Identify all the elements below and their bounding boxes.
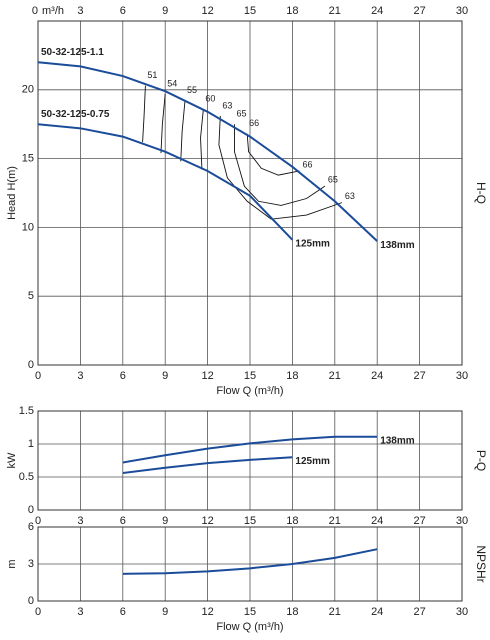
plot-frame: [37, 20, 463, 366]
efficiency-label: 65: [328, 174, 338, 184]
y-tick-label: 10: [22, 221, 34, 233]
series-label: 125mm: [295, 238, 330, 249]
efficiency-line: [218, 115, 343, 220]
x-tick-label: 12: [201, 370, 213, 382]
x-tick-label: 15: [244, 606, 256, 618]
x-tick-label: 0: [35, 606, 41, 618]
efficiency-label: 51: [147, 70, 157, 80]
x-tick-label: 30: [456, 515, 468, 527]
top-x-tick-label: 9: [162, 5, 168, 17]
side-label: P-Q: [474, 450, 488, 471]
efficiency-line: [200, 109, 204, 170]
x-tick-label: 12: [201, 606, 213, 618]
top-x-tick-label: 0: [32, 5, 38, 17]
y-axis-label: Head H(m): [6, 166, 18, 220]
y-tick-label: 0: [28, 359, 34, 371]
y-tick-label: 0: [28, 595, 34, 607]
x-tick-label: 6: [120, 606, 126, 618]
y-tick-label: 1.5: [19, 405, 34, 417]
efficiency-line: [234, 124, 326, 206]
series-line: [122, 456, 293, 475]
efficiency-label: 66: [302, 159, 312, 169]
efficiency-label: 65: [236, 109, 246, 119]
series-line: [37, 61, 378, 242]
plot-frame: [37, 410, 463, 511]
x-tick-label: 27: [413, 515, 425, 527]
efficiency-line: [246, 133, 300, 176]
efficiency-label: 63: [222, 100, 232, 110]
series-line: [37, 123, 294, 241]
y-axis-label: m: [6, 559, 18, 568]
x-tick-label: 12: [201, 515, 213, 527]
top-x-tick-label: 30: [456, 5, 468, 17]
x-tick-label: 18: [286, 515, 298, 527]
efficiency-label: 55: [187, 85, 197, 95]
y-tick-label: 0.5: [19, 471, 34, 483]
x-tick-label: 6: [120, 515, 126, 527]
top-x-tick-label: 27: [413, 5, 425, 17]
x-tick-label: 15: [244, 370, 256, 382]
x-tick-label: 30: [456, 606, 468, 618]
efficiency-label: 66: [249, 118, 259, 128]
top-x-tick-label: 21: [329, 5, 341, 17]
model-label: 50-32-125-0.75: [41, 109, 110, 120]
series-label: 138mm: [380, 240, 415, 251]
efficiency-line: [142, 85, 146, 143]
x-tick-label: 27: [413, 606, 425, 618]
efficiency-label: 60: [205, 93, 215, 103]
plot-frame: [37, 526, 463, 602]
series-label: 138mm: [380, 435, 415, 446]
x-tick-label: 3: [77, 370, 83, 382]
model-label: 50-32-125-1.1: [41, 47, 104, 58]
efficiency-label: 54: [167, 78, 177, 88]
y-tick-label: 0: [28, 504, 34, 516]
x-tick-label: 21: [329, 370, 341, 382]
x-tick-label: 30: [456, 370, 468, 382]
x-tick-label: 9: [162, 606, 168, 618]
x-tick-label: 21: [329, 515, 341, 527]
x-tick-label: 18: [286, 370, 298, 382]
side-label: NPSHr: [474, 545, 488, 582]
x-tick-label: 9: [162, 515, 168, 527]
x-tick-label: 24: [371, 370, 383, 382]
efficiency-line: [180, 100, 186, 162]
series-line: [122, 548, 378, 575]
x-tick-label: 0: [35, 370, 41, 382]
top-x-tick-label: 6: [120, 5, 126, 17]
x-tick-label: 27: [413, 370, 425, 382]
x-tick-label: 9: [162, 370, 168, 382]
x-tick-label: 0: [35, 515, 41, 527]
x-tick-label: 21: [329, 606, 341, 618]
y-axis-label: kW: [6, 452, 18, 469]
y-tick-label: 1: [28, 438, 34, 450]
x-tick-label: 18: [286, 606, 298, 618]
series-label: 125mm: [295, 456, 330, 467]
y-tick-label: 15: [22, 153, 34, 165]
series-line: [122, 435, 378, 464]
y-tick-label: 5: [28, 290, 34, 302]
top-x-tick-label: 12: [201, 5, 213, 17]
x-tick-label: 24: [371, 515, 383, 527]
top-x-tick-label: 18: [286, 5, 298, 17]
efficiency-label: 63: [345, 191, 355, 201]
top-x-tick-label: 24: [371, 5, 383, 17]
x-tick-label: 3: [77, 606, 83, 618]
x-tick-label: 6: [120, 370, 126, 382]
side-label: H-Q: [474, 182, 488, 204]
top-x-tick-label: 15: [244, 5, 256, 17]
x-tick-label: 3: [77, 515, 83, 527]
top-x-unit: m³/h: [42, 5, 64, 17]
efficiency-line: [160, 93, 166, 154]
x-axis-label: Flow Q (m³/h): [216, 621, 283, 633]
top-x-tick-label: 3: [77, 5, 83, 17]
y-tick-label: 3: [28, 558, 34, 570]
y-tick-label: 6: [28, 521, 34, 533]
y-tick-label: 20: [22, 84, 34, 96]
x-axis-label: Flow Q (m³/h): [216, 385, 283, 397]
x-tick-label: 15: [244, 515, 256, 527]
x-tick-label: 24: [371, 606, 383, 618]
